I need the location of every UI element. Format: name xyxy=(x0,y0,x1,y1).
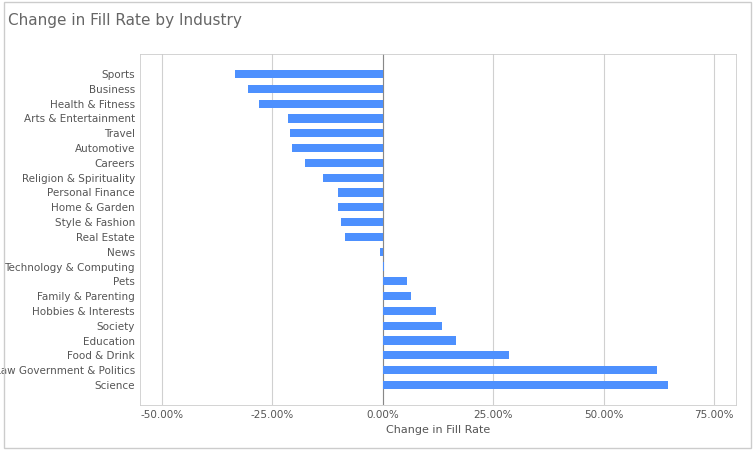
Bar xyxy=(383,381,667,389)
Bar xyxy=(341,218,383,226)
Bar xyxy=(323,174,383,182)
Text: Change in Fill Rate by Industry: Change in Fill Rate by Industry xyxy=(8,14,242,28)
Bar xyxy=(383,351,509,360)
Bar xyxy=(383,366,657,374)
Bar xyxy=(248,85,383,93)
Bar xyxy=(290,129,383,137)
Bar xyxy=(383,307,436,315)
Bar xyxy=(292,144,383,152)
Bar xyxy=(288,114,383,122)
Bar xyxy=(259,99,383,108)
Bar xyxy=(383,337,455,345)
Bar xyxy=(383,277,407,285)
Bar xyxy=(338,203,383,212)
Bar xyxy=(305,159,383,167)
Bar xyxy=(235,70,383,78)
X-axis label: Change in Fill Rate: Change in Fill Rate xyxy=(386,425,490,436)
Bar xyxy=(383,292,411,300)
Bar xyxy=(383,262,384,270)
Bar xyxy=(381,248,383,256)
Bar xyxy=(338,189,383,197)
Bar xyxy=(383,322,442,330)
Bar xyxy=(345,233,383,241)
